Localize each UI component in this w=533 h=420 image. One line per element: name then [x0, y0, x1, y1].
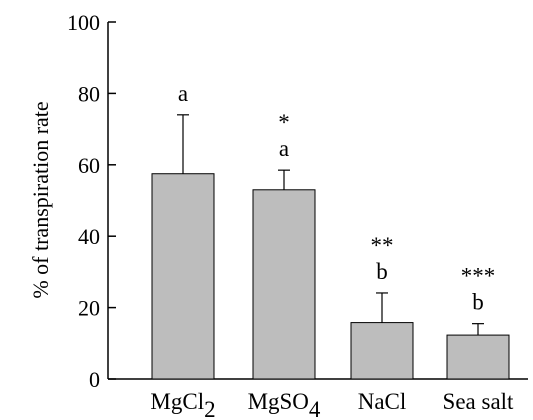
significance-mark: *	[278, 110, 290, 135]
y-tick-label: 60	[78, 153, 100, 178]
y-axis-title: % of transpiration rate	[28, 101, 53, 298]
y-tick-label: 20	[78, 296, 100, 321]
group-letter: b	[472, 290, 484, 315]
group-letter: a	[279, 136, 289, 161]
x-tick-label: MgSO4	[248, 389, 321, 420]
x-tick-label: Sea salt	[443, 389, 515, 414]
group-letter: a	[178, 81, 188, 106]
axes: 0 20 40 60 80 100	[67, 10, 528, 392]
y-tick-label: 80	[78, 81, 100, 106]
bar	[350, 322, 414, 380]
significance-mark: ***	[461, 264, 496, 289]
x-tick-label: NaCl	[358, 389, 407, 414]
bars	[151, 114, 510, 380]
y-tick-label: 100	[67, 10, 100, 35]
bar	[446, 334, 510, 380]
y-tick-label: 40	[78, 224, 100, 249]
bar	[151, 173, 215, 380]
significance-mark: **	[371, 233, 394, 258]
x-tick-label: MgCl2	[150, 389, 215, 420]
bar	[252, 189, 316, 380]
group-letter: b	[376, 259, 388, 284]
y-tick-label: 0	[89, 367, 100, 392]
